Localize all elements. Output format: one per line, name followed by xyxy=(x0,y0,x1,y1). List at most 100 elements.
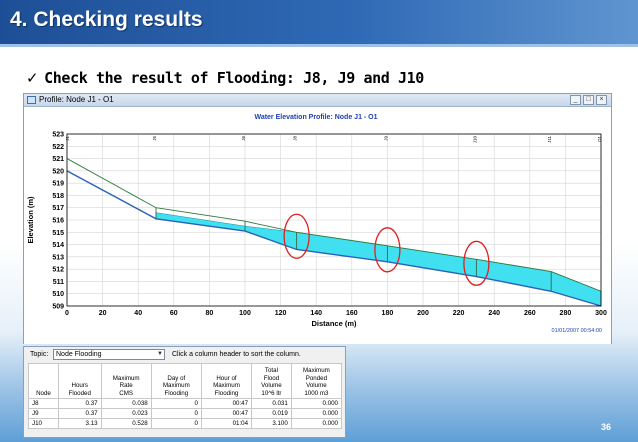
column-header-4[interactable]: Hour of Maximum Flooding xyxy=(200,363,253,399)
x-tick-label: 100 xyxy=(239,310,251,317)
column-header-0[interactable]: Node xyxy=(28,363,59,399)
table-cell: 0.031 xyxy=(251,398,292,409)
y-tick-label: 521 xyxy=(52,156,64,163)
table-row[interactable]: J10 3.13 0.528 0 01:04 3.100 0.000 xyxy=(28,418,343,429)
column-header-text: Flood xyxy=(263,374,280,382)
node-label-j6: J6 xyxy=(241,136,246,141)
column-header-text: Hours xyxy=(71,382,89,389)
y-tick-label: 519 xyxy=(52,181,64,188)
checkmark-icon: ✓ xyxy=(26,69,39,87)
highlight-j9 xyxy=(374,227,401,273)
y-tick-label: 522 xyxy=(52,144,64,151)
ground-line xyxy=(66,158,602,292)
node-label-j10: J10 xyxy=(472,136,477,144)
table-cell: 0.37 xyxy=(57,408,102,419)
profile-window: Profile: Node J1 - O1 _ □ × Water Elevat… xyxy=(23,93,612,344)
column-header-text: Volume xyxy=(261,382,282,389)
column-header-text: CMS xyxy=(119,389,134,397)
table-cell: 0.019 xyxy=(251,408,292,419)
y-tick-label: 512 xyxy=(52,267,64,274)
column-header-text: Flooding xyxy=(214,389,239,397)
column-header-6[interactable]: Maximum Ponded Volume 1000 m3 xyxy=(290,363,343,399)
bullet-text: Check the result of Flooding: J8, J9 and… xyxy=(44,69,424,87)
x-tick-label: 260 xyxy=(524,310,536,317)
chart-background xyxy=(24,108,611,344)
node-label-j11: J11 xyxy=(547,136,552,143)
x-tick-label: 180 xyxy=(382,310,394,317)
column-header-text: 1000 m3 xyxy=(304,389,329,397)
y-axis-label: Elevation (m) xyxy=(26,196,35,244)
y-tick-label: 520 xyxy=(52,168,64,175)
table-cell: 0.023 xyxy=(100,408,152,419)
plot-frame xyxy=(66,133,602,307)
table-cell: 00:47 xyxy=(200,408,253,419)
y-tick-label: 515 xyxy=(52,230,64,237)
column-header-text: 10^6 ltr xyxy=(261,389,282,397)
topic-select[interactable]: Node Flooding ▼ xyxy=(53,349,165,360)
node-flooding-table-window: Topic: Node Flooding ▼ Click a column hea… xyxy=(23,346,346,438)
column-header-text: Maximum xyxy=(302,367,330,374)
x-tick-label: 60 xyxy=(170,310,178,317)
x-axis-label: Distance (m) xyxy=(311,319,357,328)
node-label-o1: O1 xyxy=(597,136,602,143)
table-row[interactable]: J8 0.37 0.038 0 00:47 0.031 0.000 xyxy=(28,398,343,409)
table-cell: 0 xyxy=(150,408,202,419)
page-number: 36 xyxy=(601,422,612,432)
table-cell: 00:47 xyxy=(200,398,253,409)
chart-title: Water Elevation Profile: Node J1 - O1 xyxy=(254,114,377,121)
table-cell: 3.13 xyxy=(57,418,102,429)
slide-title: 4. Checking results xyxy=(10,8,203,31)
column-header-text: Flooding xyxy=(164,389,189,397)
profile-window-titlebar[interactable]: Profile: Node J1 - O1 _ □ × xyxy=(24,94,611,107)
x-tick-label: 240 xyxy=(488,310,500,317)
column-header-3[interactable]: Day of Maximum Flooding xyxy=(150,363,202,399)
minimize-button[interactable]: _ xyxy=(570,95,581,105)
node-label-j5: J5 xyxy=(152,136,157,141)
maximize-button[interactable]: □ xyxy=(583,95,594,105)
table-cell: J8 xyxy=(28,398,59,409)
column-header-2[interactable]: Maximum Rate CMS xyxy=(100,363,152,399)
y-tick-label: 523 xyxy=(52,132,64,139)
flooding-highlights xyxy=(283,213,490,286)
table-cell: J9 xyxy=(28,408,59,419)
topic-label: Topic: xyxy=(30,351,49,358)
y-tick-label: 516 xyxy=(52,218,64,225)
table-cell: 0.000 xyxy=(290,408,343,419)
title-divider xyxy=(0,44,638,47)
highlight-j10 xyxy=(463,240,490,286)
column-header-5[interactable]: Total Flood Volume 10^6 ltr xyxy=(251,363,292,399)
slide-title-bar: 4. Checking results xyxy=(0,0,638,44)
table-cell: 0.000 xyxy=(290,398,343,409)
table-cell: 01:04 xyxy=(200,418,253,429)
x-tick-label: 160 xyxy=(346,310,358,317)
column-header-1[interactable]: Hours Flooded xyxy=(57,363,102,399)
column-header-text: Ponded xyxy=(305,374,328,382)
table-cell: 0 xyxy=(150,398,202,409)
x-tick-label: 20 xyxy=(99,310,107,317)
highlight-j8 xyxy=(283,213,310,259)
node-label-j1: J1 xyxy=(65,136,70,141)
profile-window-title: Profile: Node J1 - O1 xyxy=(39,95,114,104)
chart-app-icon xyxy=(27,96,36,104)
table-cell: J10 xyxy=(28,418,59,429)
sort-hint: Click a column header to sort the column… xyxy=(172,351,301,358)
water-elevation-profile-chart: Water Elevation Profile: Node J1 - O1 J1… xyxy=(24,108,611,344)
column-header-text: Total xyxy=(264,367,278,374)
node-flooding-table: Node Hours Flooded Maximum Rate CMS Day of Maxi… xyxy=(28,363,343,429)
x-tick-label: 220 xyxy=(453,310,465,317)
table-cell: 0.000 xyxy=(290,418,343,429)
chevron-down-icon: ▼ xyxy=(157,351,163,357)
y-tick-label: 517 xyxy=(52,205,64,212)
column-header-text: Flooded xyxy=(68,389,91,397)
node-label-j9: J9 xyxy=(383,136,388,141)
column-header-text: Rate xyxy=(119,382,133,389)
topic-select-value: Node Flooding xyxy=(56,351,102,358)
table-row[interactable]: J9 0.37 0.023 0 00:47 0.019 0.000 xyxy=(28,408,343,419)
column-header-text: Maximum xyxy=(112,374,140,382)
x-tick-label: 280 xyxy=(560,310,572,317)
y-tick-label: 511 xyxy=(53,279,64,286)
chart-timestamp: 01/01/2007 00:54:00 xyxy=(552,328,602,334)
close-button[interactable]: × xyxy=(596,95,607,105)
x-tick-label: 120 xyxy=(275,310,287,317)
x-tick-label: 80 xyxy=(206,310,214,317)
